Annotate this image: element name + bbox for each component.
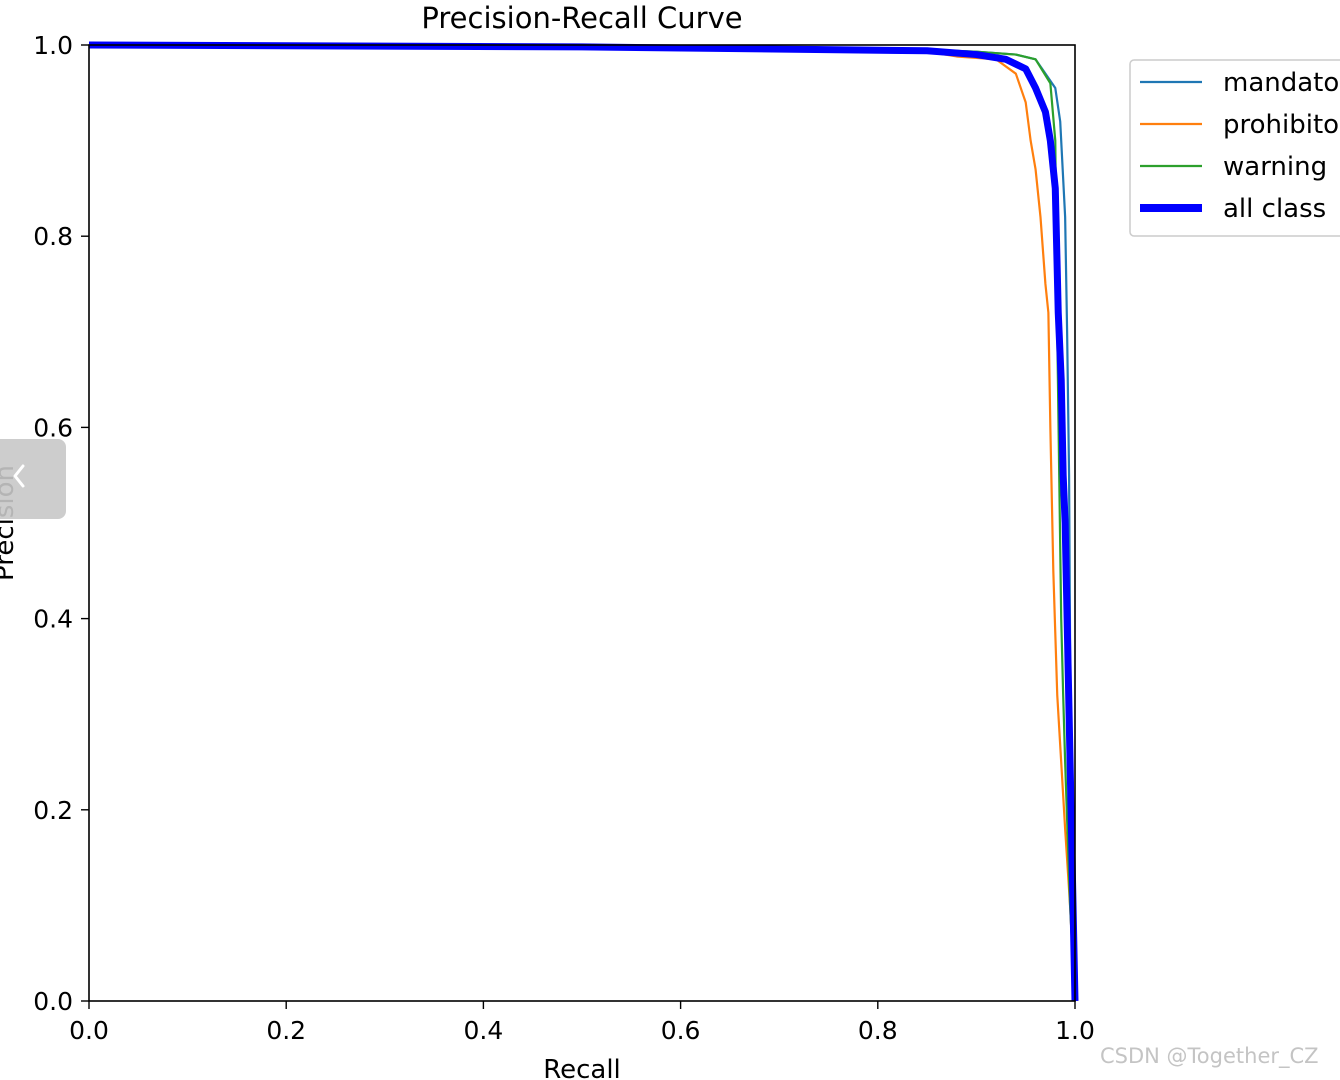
y-tick-label: 1.0 (33, 31, 73, 60)
series-line-prohibitory (88, 43, 1077, 1002)
chart-legend: mandato prohibito warning all class (1129, 59, 1340, 237)
legend-items: mandato prohibito warning all class (1140, 68, 1339, 224)
y-tick-label: 0.6 (33, 413, 73, 442)
x-tick-label: 0.0 (69, 1016, 109, 1045)
series-lines (88, 41, 1079, 1002)
series-line-warning (88, 43, 1077, 1002)
legend-label: all class (1223, 194, 1326, 224)
legend-box (1129, 59, 1340, 237)
legend-label: mandato (1223, 68, 1339, 98)
chart-title: Precision-Recall Curve (421, 1, 742, 35)
x-tick-label: 0.6 (661, 1016, 701, 1045)
plot-frame (88, 44, 1076, 1002)
x-axis-label: Recall (543, 1055, 621, 1080)
legend-label: prohibito (1223, 110, 1339, 140)
y-tick-label: 0.0 (33, 987, 73, 1016)
y-tick-label: 0.4 (33, 605, 73, 634)
legend-label: warning (1223, 152, 1327, 182)
watermark: CSDN @Together_CZ (1100, 1044, 1319, 1068)
y-tick-label: 0.2 (33, 796, 73, 825)
x-tick-label: 0.2 (266, 1016, 306, 1045)
y-tick-label: 0.8 (33, 222, 73, 251)
series-line-all-classes (88, 41, 1079, 1002)
x-tick-label: 1.0 (1055, 1016, 1095, 1045)
x-axis-ticks: 0.0 0.2 0.4 0.6 0.8 1.0 (69, 1001, 1095, 1045)
x-tick-label: 0.4 (464, 1016, 504, 1045)
chevron-left-icon (13, 464, 25, 488)
x-tick-label: 0.8 (858, 1016, 898, 1045)
previous-button[interactable] (0, 439, 66, 519)
series-line-mandatory (88, 43, 1077, 1002)
y-axis-ticks: 0.0 0.2 0.4 0.6 0.8 1.0 (33, 31, 89, 1016)
